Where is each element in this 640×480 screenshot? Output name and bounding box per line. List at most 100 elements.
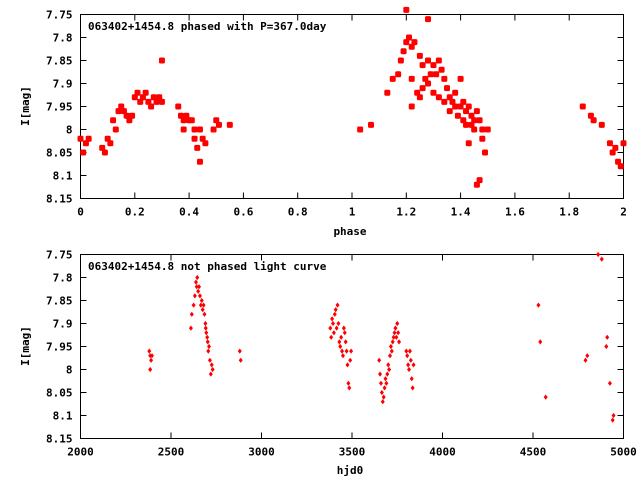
x-tick-label: 1	[349, 206, 356, 219]
data-points	[147, 251, 616, 423]
data-point	[200, 307, 205, 313]
data-point	[408, 103, 415, 110]
data-point	[343, 339, 348, 345]
data-point	[347, 385, 352, 391]
data-point	[407, 366, 412, 373]
data-point	[199, 135, 206, 142]
data-point	[332, 311, 337, 317]
data-point	[403, 39, 410, 46]
data-point	[606, 140, 613, 147]
data-point	[538, 339, 543, 345]
data-point	[210, 126, 217, 133]
data-point	[394, 334, 399, 340]
data-point	[446, 94, 453, 101]
data-point	[192, 293, 197, 299]
data-point	[383, 376, 388, 382]
data-point	[180, 117, 187, 124]
data-point	[101, 149, 108, 156]
y-tick-label: 7.75	[46, 9, 73, 22]
x-tick-label: 0.8	[288, 206, 308, 219]
data-point	[337, 339, 342, 345]
data-point	[204, 330, 209, 336]
data-point	[406, 362, 411, 368]
data-point	[148, 366, 153, 373]
data-point	[331, 330, 336, 336]
data-point	[422, 75, 429, 82]
data-point	[328, 325, 333, 331]
data-point	[112, 126, 119, 133]
data-point	[379, 389, 384, 396]
data-point	[202, 140, 209, 147]
data-point	[150, 94, 157, 101]
y-tick-label: 8	[66, 124, 73, 137]
data-point	[177, 112, 184, 119]
data-point	[126, 117, 133, 124]
data-point	[344, 348, 349, 354]
unphased-light-curve-plot: 063402+1454.8 not phased light curve hjd…	[19, 249, 637, 478]
data-point	[188, 325, 193, 331]
y-tick-label: 8.1	[53, 170, 73, 183]
data-point	[191, 135, 198, 142]
data-point	[391, 334, 396, 340]
data-point	[191, 302, 196, 308]
x-tick-label: 4000	[429, 446, 456, 459]
x-tick-label: 2	[620, 206, 627, 219]
data-point	[201, 302, 206, 308]
data-point	[213, 117, 220, 124]
data-point	[465, 140, 472, 147]
data-point	[409, 376, 414, 382]
data-point	[390, 339, 395, 345]
data-point	[605, 334, 610, 340]
data-point	[476, 117, 483, 124]
data-point	[604, 343, 609, 350]
x-tick-label: 2500	[158, 446, 185, 459]
data-point	[425, 57, 432, 64]
data-point	[609, 149, 616, 156]
plot-title: 063402+1454.8 not phased light curve	[88, 260, 327, 273]
data-point	[406, 34, 413, 41]
data-point	[408, 43, 415, 50]
data-point	[203, 320, 208, 327]
y-tick-label: 8.15	[46, 193, 73, 206]
data-point	[435, 94, 442, 101]
data-point	[123, 112, 130, 119]
data-point	[191, 126, 198, 133]
data-point	[384, 89, 391, 96]
data-point	[207, 357, 212, 363]
data-point	[205, 334, 210, 340]
data-point	[147, 348, 152, 354]
x-tick-label: 0	[77, 206, 84, 219]
data-point	[148, 103, 155, 110]
data-point	[329, 334, 334, 340]
data-point	[536, 302, 541, 308]
data-point	[460, 98, 467, 105]
x-tick-label: 0.4	[179, 206, 199, 219]
data-point	[482, 149, 489, 156]
data-point	[149, 353, 154, 359]
data-point	[457, 75, 464, 82]
data-point	[471, 126, 478, 133]
data-point	[543, 394, 548, 400]
data-point	[468, 112, 475, 119]
data-point	[414, 89, 421, 96]
data-point	[380, 399, 385, 405]
data-point	[196, 126, 203, 133]
y-tick-label: 7.8	[53, 32, 73, 45]
data-point	[207, 343, 212, 350]
data-point	[205, 339, 210, 345]
data-point	[395, 71, 402, 78]
data-point	[195, 274, 200, 281]
data-point	[118, 103, 125, 110]
data-point	[441, 98, 448, 105]
data-point	[389, 348, 394, 354]
plot-frame	[80, 14, 624, 199]
y-tick-label: 8.1	[53, 410, 73, 423]
data-point	[389, 75, 396, 82]
data-point	[368, 121, 375, 128]
axis-ticks: 2000 2500 3000 3500 4000 4500 5000 7.75 7.8 7.85 7…	[46, 249, 637, 459]
data-point	[465, 103, 472, 110]
y-axis-label: I[mag]	[19, 326, 32, 366]
data-point	[158, 98, 165, 105]
data-point	[142, 89, 149, 96]
data-point	[149, 357, 154, 363]
